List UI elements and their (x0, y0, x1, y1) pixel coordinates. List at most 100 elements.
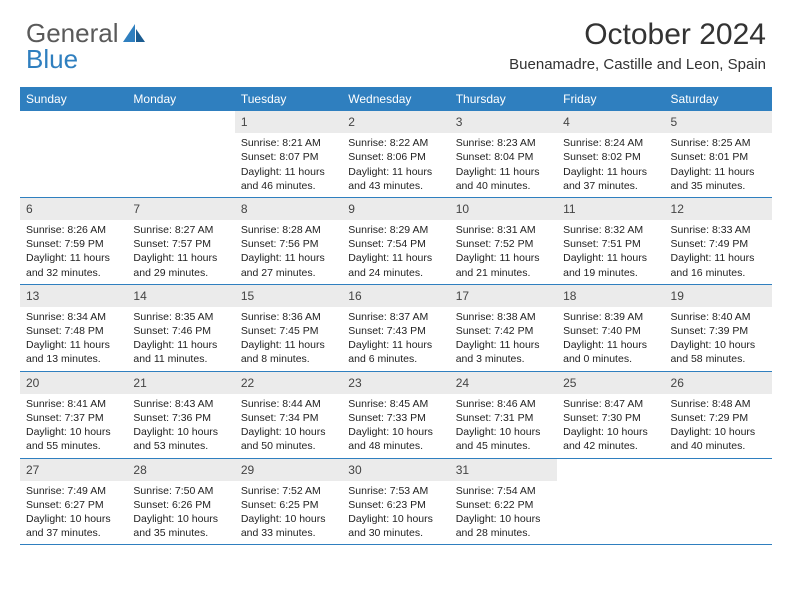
calendar-cell: 19Sunrise: 8:40 AMSunset: 7:39 PMDayligh… (665, 285, 772, 371)
sunrise-text: Sunrise: 8:25 AM (671, 136, 766, 150)
daylight-text: Daylight: 10 hours and 48 minutes. (348, 425, 443, 453)
weekday-header: Friday (557, 87, 664, 111)
sunset-text: Sunset: 7:40 PM (563, 324, 658, 338)
sunset-text: Sunset: 7:56 PM (241, 237, 336, 251)
weekday-header: Wednesday (342, 87, 449, 111)
calendar-cell: 9Sunrise: 8:29 AMSunset: 7:54 PMDaylight… (342, 198, 449, 284)
calendar-cell: 23 Sunrise: 8:45 AMSunset: 7:33 PMDayligh… (342, 372, 449, 458)
calendar-cell: 24Sunrise: 8:46 AMSunset: 7:31 PMDayligh… (450, 372, 557, 458)
sunrise-text: Sunrise: 8:32 AM (563, 223, 658, 237)
calendar-cell: 11Sunrise: 8:32 AMSunset: 7:51 PMDayligh… (557, 198, 664, 284)
sunset-text: Sunset: 6:27 PM (26, 498, 121, 512)
sunrise-text: Sunrise: 8:35 AM (133, 310, 228, 324)
sunrise-text: Sunrise: 7:50 AM (133, 484, 228, 498)
day-details: Sunrise: 8:27 AMSunset: 7:57 PMDaylight:… (127, 222, 234, 284)
sunrise-text: Sunrise: 8:21 AM (241, 136, 336, 150)
daylight-text: Daylight: 11 hours and 19 minutes. (563, 251, 658, 279)
sunset-text: Sunset: 8:04 PM (456, 150, 551, 164)
calendar-cell (127, 111, 234, 197)
weekday-header: Sunday (20, 87, 127, 111)
weekday-header: Saturday (665, 87, 772, 111)
calendar-cell: 31Sunrise: 7:54 AMSunset: 6:22 PMDayligh… (450, 459, 557, 545)
calendar-cell: 14Sunrise: 8:35 AMSunset: 7:46 PMDayligh… (127, 285, 234, 371)
sunset-text: Sunset: 7:39 PM (671, 324, 766, 338)
sunrise-text: Sunrise: 8:23 AM (456, 136, 551, 150)
sunrise-text: Sunrise: 8:31 AM (456, 223, 551, 237)
daylight-text: Daylight: 11 hours and 13 minutes. (26, 338, 121, 366)
daylight-text: Daylight: 10 hours and 33 minutes. (241, 512, 336, 540)
day-details: Sunrise: 8:34 AMSunset: 7:48 PMDaylight:… (20, 309, 127, 371)
calendar-cell: 28Sunrise: 7:50 AMSunset: 6:26 PMDayligh… (127, 459, 234, 545)
calendar-week: 1Sunrise: 8:21 AMSunset: 8:07 PMDaylight… (20, 111, 772, 198)
sunset-text: Sunset: 7:51 PM (563, 237, 658, 251)
day-number: 9 (342, 198, 449, 220)
sunset-text: Sunset: 7:54 PM (348, 237, 443, 251)
day-number: 8 (235, 198, 342, 220)
sunrise-text: Sunrise: 8:29 AM (348, 223, 443, 237)
calendar-cell: 7Sunrise: 8:27 AMSunset: 7:57 PMDaylight… (127, 198, 234, 284)
sunrise-text: Sunrise: 8:24 AM (563, 136, 658, 150)
sunrise-text: Sunrise: 7:53 AM (348, 484, 443, 498)
day-number: 3 (450, 111, 557, 133)
calendar-cell: 10Sunrise: 8:31 AMSunset: 7:52 PMDayligh… (450, 198, 557, 284)
sunrise-text: Sunrise: 8:34 AM (26, 310, 121, 324)
daylight-text: Daylight: 11 hours and 21 minutes. (456, 251, 551, 279)
day-details: Sunrise: 8:38 AMSunset: 7:42 PMDaylight:… (450, 309, 557, 371)
calendar-cell: 2Sunrise: 8:22 AMSunset: 8:06 PMDaylight… (342, 111, 449, 197)
day-details: Sunrise: 8:48 AMSunset: 7:29 PMDaylight:… (665, 396, 772, 458)
sunset-text: Sunset: 7:42 PM (456, 324, 551, 338)
sunset-text: Sunset: 6:26 PM (133, 498, 228, 512)
logo-text-2: Blue (26, 44, 78, 75)
calendar-cell: 1Sunrise: 8:21 AMSunset: 8:07 PMDaylight… (235, 111, 342, 197)
day-details: Sunrise: 8:47 AMSunset: 7:30 PMDaylight:… (557, 396, 664, 458)
sunrise-text: Sunrise: 8:43 AM (133, 397, 228, 411)
calendar-cell: 6Sunrise: 8:26 AMSunset: 7:59 PMDaylight… (20, 198, 127, 284)
daylight-text: Daylight: 10 hours and 40 minutes. (671, 425, 766, 453)
day-number: 23 (342, 372, 449, 394)
weekday-header: Monday (127, 87, 234, 111)
day-number: 30 (342, 459, 449, 481)
day-details: Sunrise: 7:50 AMSunset: 6:26 PMDaylight:… (127, 483, 234, 545)
day-number: 15 (235, 285, 342, 307)
daylight-text: Daylight: 10 hours and 42 minutes. (563, 425, 658, 453)
daylight-text: Daylight: 11 hours and 32 minutes. (26, 251, 121, 279)
day-details: Sunrise: 8:44 AMSunset: 7:34 PMDaylight:… (235, 396, 342, 458)
daylight-text: Daylight: 11 hours and 0 minutes. (563, 338, 658, 366)
sunrise-text: Sunrise: 7:52 AM (241, 484, 336, 498)
daylight-text: Daylight: 11 hours and 46 minutes. (241, 165, 336, 193)
sunset-text: Sunset: 6:22 PM (456, 498, 551, 512)
sunset-text: Sunset: 7:48 PM (26, 324, 121, 338)
weekday-header: Tuesday (235, 87, 342, 111)
day-details: Sunrise: 8:36 AMSunset: 7:45 PMDaylight:… (235, 309, 342, 371)
day-details: Sunrise: 8:43 AMSunset: 7:36 PMDaylight:… (127, 396, 234, 458)
day-details: Sunrise: 8:37 AMSunset: 7:43 PMDaylight:… (342, 309, 449, 371)
sunrise-text: Sunrise: 8:22 AM (348, 136, 443, 150)
sunrise-text: Sunrise: 8:38 AM (456, 310, 551, 324)
day-details: Sunrise: 8:29 AMSunset: 7:54 PMDaylight:… (342, 222, 449, 284)
day-number: 27 (20, 459, 127, 481)
sunset-text: Sunset: 6:25 PM (241, 498, 336, 512)
daylight-text: Daylight: 11 hours and 8 minutes. (241, 338, 336, 366)
sunrise-text: Sunrise: 8:27 AM (133, 223, 228, 237)
day-number: 22 (235, 372, 342, 394)
sunrise-text: Sunrise: 7:49 AM (26, 484, 121, 498)
daylight-text: Daylight: 10 hours and 30 minutes. (348, 512, 443, 540)
calendar-week: 27 Sunrise: 7:49 AMSunset: 6:27 PM Dayligh… (20, 459, 772, 546)
day-details: Sunrise: 8:39 AMSunset: 7:40 PMDaylight:… (557, 309, 664, 371)
logo-sail-icon (123, 24, 145, 42)
day-number: 31 (450, 459, 557, 481)
day-number: 10 (450, 198, 557, 220)
sunset-text: Sunset: 7:59 PM (26, 237, 121, 251)
sunrise-text: Sunrise: 8:39 AM (563, 310, 658, 324)
sunrise-text: Sunrise: 8:45 AM (348, 397, 443, 411)
sunrise-text: Sunrise: 8:40 AM (671, 310, 766, 324)
sunrise-text: Sunrise: 8:28 AM (241, 223, 336, 237)
sunset-text: Sunset: 8:07 PM (241, 150, 336, 164)
daylight-text: Daylight: 10 hours and 53 minutes. (133, 425, 228, 453)
day-details: Sunrise: 8:33 AMSunset: 7:49 PMDaylight:… (665, 222, 772, 284)
daylight-text: Daylight: 10 hours and 55 minutes. (26, 425, 121, 453)
day-number: 5 (665, 111, 772, 133)
day-number: 16 (342, 285, 449, 307)
calendar-cell: 26Sunrise: 8:48 AMSunset: 7:29 PMDayligh… (665, 372, 772, 458)
sunset-text: Sunset: 7:33 PM (348, 411, 443, 425)
